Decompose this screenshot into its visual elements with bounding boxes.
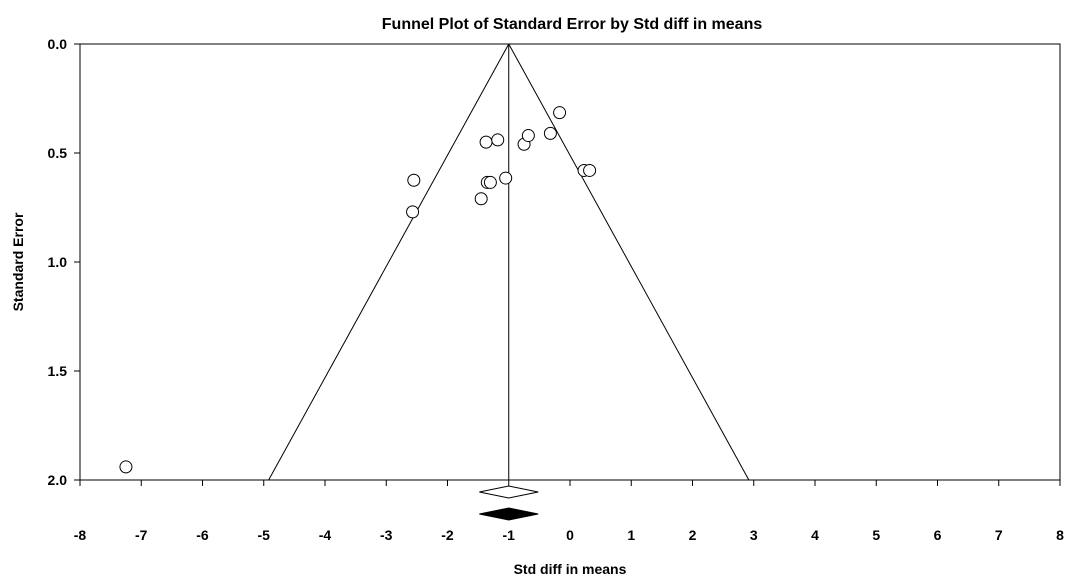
- x-tick-label: 1: [627, 527, 635, 543]
- x-tick-label: 0: [566, 527, 574, 543]
- study-point: [553, 106, 567, 120]
- study-point: [521, 129, 535, 143]
- chart-title: Funnel Plot of Standard Error by Std dif…: [382, 16, 763, 33]
- study-points: [119, 106, 597, 474]
- adjusted-summary-diamond: [479, 507, 539, 521]
- funnel-right-line: [508, 43, 750, 481]
- y-tick-label: 2.0: [48, 472, 68, 488]
- study-point: [479, 135, 493, 149]
- summary-diamonds: [479, 485, 539, 521]
- study-point: [491, 133, 505, 147]
- x-tick-label: 4: [811, 527, 819, 543]
- x-axis-label: Std diff in means: [514, 561, 627, 577]
- plot-area: [79, 43, 1061, 481]
- y-tick-label: 0.0: [48, 36, 68, 52]
- x-tick-label: -2: [441, 527, 454, 543]
- x-tick-label: 8: [1056, 527, 1064, 543]
- study-point: [483, 175, 497, 189]
- x-tick-label: -4: [319, 527, 332, 543]
- y-axis: 0.0 0.5 1.0 1.5 2.0: [48, 36, 80, 488]
- y-tick-label: 1.5: [48, 363, 68, 379]
- y-axis-label: Standard Error: [10, 212, 26, 311]
- x-tick-label: -1: [503, 527, 516, 543]
- study-point: [499, 171, 513, 185]
- study-point: [119, 460, 133, 474]
- x-tick-label: 6: [934, 527, 942, 543]
- x-tick-label: 2: [689, 527, 697, 543]
- funnel-left-line: [268, 43, 510, 481]
- y-tick-label: 0.5: [48, 145, 68, 161]
- study-point: [583, 163, 597, 177]
- x-tick-label: -3: [380, 527, 393, 543]
- x-tick-label: 5: [872, 527, 880, 543]
- x-tick-label: 7: [995, 527, 1003, 543]
- study-point: [406, 205, 420, 219]
- study-point: [407, 173, 421, 187]
- x-tick-label: -8: [74, 527, 87, 543]
- x-tick-label: -6: [196, 527, 209, 543]
- study-point: [474, 192, 488, 206]
- x-tick-label: -5: [258, 527, 271, 543]
- y-tick-label: 1.0: [48, 254, 68, 270]
- x-tick-label: -7: [135, 527, 148, 543]
- observed-summary-diamond: [479, 485, 539, 499]
- study-point: [543, 126, 557, 140]
- x-axis: -8 -7 -6 -5 -4 -3 -2 -1 0 1 2 3 4 5 6 7 8: [74, 480, 1064, 543]
- funnel-lines: [268, 43, 750, 481]
- x-tick-label: 3: [750, 527, 758, 543]
